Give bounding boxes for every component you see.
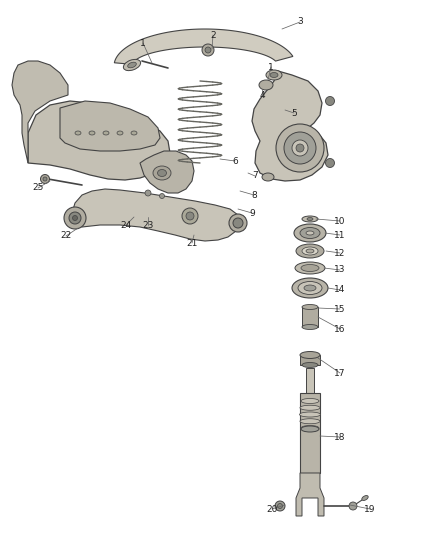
Ellipse shape xyxy=(302,362,318,367)
Text: 15: 15 xyxy=(334,304,346,313)
Ellipse shape xyxy=(128,62,136,68)
Ellipse shape xyxy=(300,228,320,238)
Text: 12: 12 xyxy=(334,248,346,257)
Ellipse shape xyxy=(131,131,137,135)
Ellipse shape xyxy=(158,169,166,176)
Ellipse shape xyxy=(117,131,123,135)
Text: 20: 20 xyxy=(266,505,278,513)
Text: 24: 24 xyxy=(120,221,132,230)
Text: 7: 7 xyxy=(252,172,258,181)
Bar xyxy=(300,393,320,473)
Polygon shape xyxy=(252,71,328,181)
Ellipse shape xyxy=(300,412,321,417)
Text: 23: 23 xyxy=(142,221,154,230)
Ellipse shape xyxy=(64,207,86,229)
Ellipse shape xyxy=(43,177,47,181)
Ellipse shape xyxy=(75,131,81,135)
Ellipse shape xyxy=(276,124,324,172)
Polygon shape xyxy=(60,101,160,151)
Ellipse shape xyxy=(73,215,78,221)
Text: 11: 11 xyxy=(334,230,346,239)
Ellipse shape xyxy=(229,214,247,232)
Text: 22: 22 xyxy=(60,231,72,240)
Text: 21: 21 xyxy=(186,238,198,247)
Polygon shape xyxy=(296,473,324,516)
Ellipse shape xyxy=(301,264,319,271)
Ellipse shape xyxy=(278,504,283,508)
Ellipse shape xyxy=(262,173,274,181)
Ellipse shape xyxy=(300,419,320,424)
Ellipse shape xyxy=(304,285,316,291)
Ellipse shape xyxy=(266,70,282,80)
Ellipse shape xyxy=(205,47,211,53)
Ellipse shape xyxy=(307,217,313,221)
Text: 1: 1 xyxy=(268,62,274,71)
Bar xyxy=(302,307,318,327)
Polygon shape xyxy=(114,29,293,64)
Ellipse shape xyxy=(270,72,278,77)
Ellipse shape xyxy=(302,325,318,329)
Ellipse shape xyxy=(301,425,319,431)
Text: 4: 4 xyxy=(259,92,265,101)
Ellipse shape xyxy=(159,193,165,198)
Text: 14: 14 xyxy=(334,286,346,295)
Polygon shape xyxy=(68,189,240,241)
Ellipse shape xyxy=(362,496,368,500)
Text: 18: 18 xyxy=(334,432,346,441)
Ellipse shape xyxy=(233,218,243,228)
Ellipse shape xyxy=(296,244,324,258)
Text: 16: 16 xyxy=(334,325,346,334)
Text: 17: 17 xyxy=(334,368,346,377)
Ellipse shape xyxy=(292,278,328,298)
Ellipse shape xyxy=(202,44,214,56)
Ellipse shape xyxy=(325,158,335,167)
Ellipse shape xyxy=(69,212,81,224)
Ellipse shape xyxy=(182,208,198,224)
Ellipse shape xyxy=(40,174,49,183)
Ellipse shape xyxy=(301,399,319,403)
Ellipse shape xyxy=(325,96,335,106)
Ellipse shape xyxy=(259,80,273,90)
Text: 25: 25 xyxy=(32,183,44,192)
Ellipse shape xyxy=(300,405,320,410)
Polygon shape xyxy=(28,101,170,180)
Ellipse shape xyxy=(124,59,141,70)
Ellipse shape xyxy=(302,304,318,310)
Text: 19: 19 xyxy=(364,505,376,513)
Ellipse shape xyxy=(275,501,285,511)
Ellipse shape xyxy=(296,144,304,152)
Ellipse shape xyxy=(89,131,95,135)
Ellipse shape xyxy=(153,166,171,180)
Bar xyxy=(306,368,314,418)
Ellipse shape xyxy=(295,262,325,274)
Ellipse shape xyxy=(349,502,357,510)
Polygon shape xyxy=(140,151,194,193)
Ellipse shape xyxy=(306,306,314,310)
Ellipse shape xyxy=(306,231,314,235)
Ellipse shape xyxy=(302,216,318,222)
Text: 9: 9 xyxy=(249,208,255,217)
Text: 6: 6 xyxy=(232,157,238,166)
Ellipse shape xyxy=(103,131,109,135)
Ellipse shape xyxy=(145,190,151,196)
Text: 13: 13 xyxy=(334,265,346,274)
Text: 3: 3 xyxy=(297,18,303,27)
Ellipse shape xyxy=(298,281,322,295)
Text: 1: 1 xyxy=(140,38,146,47)
Ellipse shape xyxy=(302,247,318,255)
Ellipse shape xyxy=(186,212,194,220)
Text: 2: 2 xyxy=(210,30,216,39)
Polygon shape xyxy=(12,61,68,163)
Text: 8: 8 xyxy=(251,190,257,199)
Bar xyxy=(300,355,320,365)
Ellipse shape xyxy=(301,426,319,432)
Ellipse shape xyxy=(294,224,326,242)
Text: 5: 5 xyxy=(291,109,297,117)
Ellipse shape xyxy=(284,132,316,164)
Ellipse shape xyxy=(306,249,314,253)
Ellipse shape xyxy=(292,140,308,156)
Ellipse shape xyxy=(300,351,320,359)
Text: 10: 10 xyxy=(334,216,346,225)
